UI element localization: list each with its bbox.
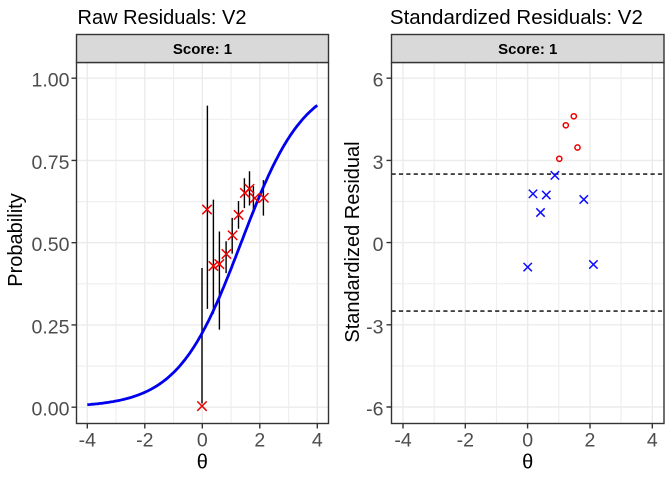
svg-text:-4: -4	[394, 430, 411, 452]
svg-text:θ: θ	[522, 452, 533, 474]
svg-text:Standardized Residual: Standardized Residual	[342, 141, 364, 342]
svg-text:Standardized Residuals: V2: Standardized Residuals: V2	[390, 6, 643, 29]
svg-text:4: 4	[312, 430, 323, 452]
svg-text:2: 2	[254, 430, 265, 452]
svg-text:-6: -6	[366, 399, 383, 421]
svg-text:0: 0	[373, 234, 384, 256]
svg-text:0.00: 0.00	[32, 399, 70, 421]
svg-text:6: 6	[373, 70, 384, 92]
svg-text:0: 0	[197, 430, 208, 452]
svg-text:-2: -2	[136, 430, 153, 452]
svg-text:Probability: Probability	[5, 193, 27, 286]
svg-text:-2: -2	[457, 430, 474, 452]
svg-text:-3: -3	[366, 316, 383, 338]
svg-text:3: 3	[373, 152, 384, 174]
svg-text:4: 4	[647, 430, 658, 452]
svg-text:θ: θ	[197, 452, 208, 474]
svg-text:1.00: 1.00	[32, 70, 70, 92]
svg-text:0.75: 0.75	[32, 152, 70, 174]
svg-text:Score: 1: Score: 1	[498, 41, 557, 58]
svg-text:Raw Residuals: V2: Raw Residuals: V2	[78, 7, 247, 29]
svg-text:0.25: 0.25	[32, 316, 70, 338]
svg-text:-4: -4	[79, 430, 96, 452]
svg-text:0.50: 0.50	[32, 234, 70, 256]
svg-text:Score: 1: Score: 1	[173, 41, 232, 58]
svg-text:2: 2	[585, 430, 596, 452]
svg-text:0: 0	[522, 430, 533, 452]
